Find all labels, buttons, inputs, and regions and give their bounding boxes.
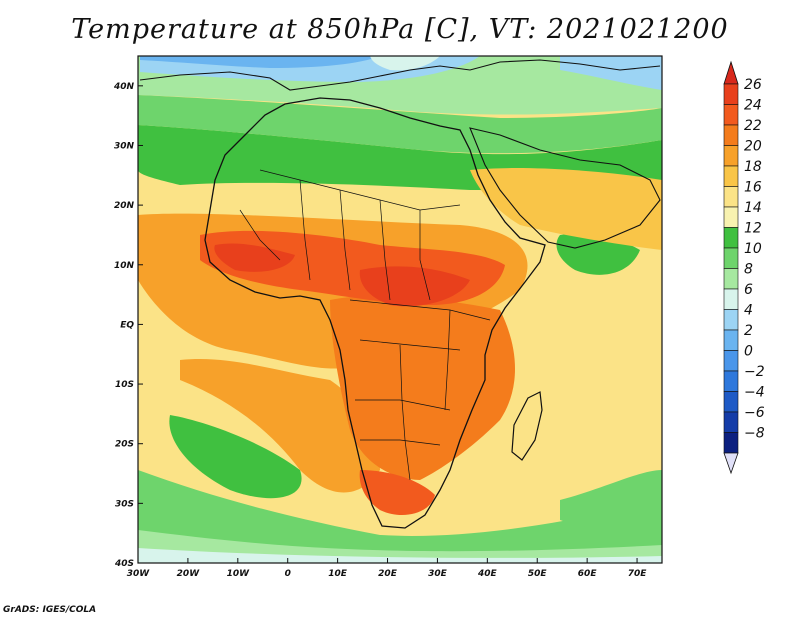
x-tick-label: 0 xyxy=(285,569,291,579)
colorbar-label: 10 xyxy=(744,241,762,257)
colorbar-label: 12 xyxy=(744,221,762,237)
colorbar-label: 26 xyxy=(744,77,762,93)
colorbar-top-cap xyxy=(723,60,739,85)
x-tick-label: 10E xyxy=(328,569,348,579)
x-tick-label: 70E xyxy=(628,569,648,579)
y-tick-label: 30S xyxy=(115,499,134,509)
y-tick-label: 10S xyxy=(115,380,134,390)
colorbar-label: −6 xyxy=(744,405,765,421)
colorbar-label: 16 xyxy=(744,180,762,196)
colorbar-label: −4 xyxy=(744,385,765,401)
y-axis: 40N 30N 20N 10N EQ 10S 20S 30S 40S xyxy=(113,82,143,569)
colorbar-label: 8 xyxy=(744,262,753,278)
colorbar-bottom-cap xyxy=(723,452,739,475)
colorbar-swatch xyxy=(723,309,739,331)
colorbar-swatch xyxy=(723,206,739,228)
y-tick-label: 40S xyxy=(114,559,134,569)
madagascar-coastline xyxy=(511,391,543,461)
x-tick-label: 10W xyxy=(227,569,251,579)
credit-text: GrADS: IGES/COLA xyxy=(3,605,97,615)
colorbar-swatch xyxy=(723,124,739,146)
colorbar-swatch xyxy=(723,165,739,187)
y-tick-label: 20N xyxy=(114,201,135,211)
colorbar-label: 6 xyxy=(744,282,753,298)
x-tick-label: 30W xyxy=(127,569,151,579)
x-tick-label: 20E xyxy=(378,569,398,579)
country-borders xyxy=(239,169,491,481)
y-tick-label: 20S xyxy=(115,440,134,450)
colorbar-label: 4 xyxy=(744,303,753,319)
colorbar-swatch xyxy=(723,247,739,269)
colorbar-label: 24 xyxy=(744,98,762,114)
colorbar-swatch xyxy=(723,83,739,105)
colorbar-label: −2 xyxy=(744,364,765,380)
colorbar-swatch xyxy=(723,391,739,413)
colorbar-swatch xyxy=(723,329,739,351)
temperature-field xyxy=(138,56,662,563)
colorbar-swatch xyxy=(723,411,739,433)
x-axis: 30W 20W 10W 0 10E 20E 30E 40E 50E 60E 70E xyxy=(127,558,647,579)
x-tick-label: 30E xyxy=(428,569,448,579)
y-tick-label: 10N xyxy=(114,261,135,271)
colorbar-label: −8 xyxy=(744,426,765,442)
colorbar-swatch xyxy=(723,268,739,290)
x-tick-label: 40E xyxy=(477,569,498,579)
y-tick-label: 30N xyxy=(114,141,135,151)
africa-coastline xyxy=(204,97,546,529)
colorbar-label: 2 xyxy=(744,323,753,339)
colorbar-label: 18 xyxy=(744,159,762,175)
y-tick-label: EQ xyxy=(120,320,134,330)
colorbar-label: 14 xyxy=(744,200,762,216)
colorbar-swatch xyxy=(723,432,739,454)
colorbar-swatch xyxy=(723,104,739,126)
colorbar-label: 0 xyxy=(744,344,753,360)
y-tick-label: 40N xyxy=(113,82,135,92)
europe-coastline xyxy=(139,59,661,91)
colorbar-label: 20 xyxy=(744,139,762,155)
arabia-coastline xyxy=(469,127,661,249)
colorbar-swatch xyxy=(723,186,739,208)
colorbar-swatch xyxy=(723,370,739,392)
colorbar-swatch xyxy=(723,145,739,167)
x-tick-label: 20W xyxy=(177,569,201,579)
colorbar-label: 22 xyxy=(744,118,762,134)
x-tick-label: 50E xyxy=(528,569,548,579)
chart-title: Temperature at 850hPa [C], VT: 202102120… xyxy=(71,14,729,45)
colorbar-swatch xyxy=(723,227,739,249)
map-frame xyxy=(137,55,663,564)
x-tick-label: 60E xyxy=(578,569,598,579)
colorbar-swatch xyxy=(723,350,739,372)
colorbar-swatch xyxy=(723,288,739,310)
